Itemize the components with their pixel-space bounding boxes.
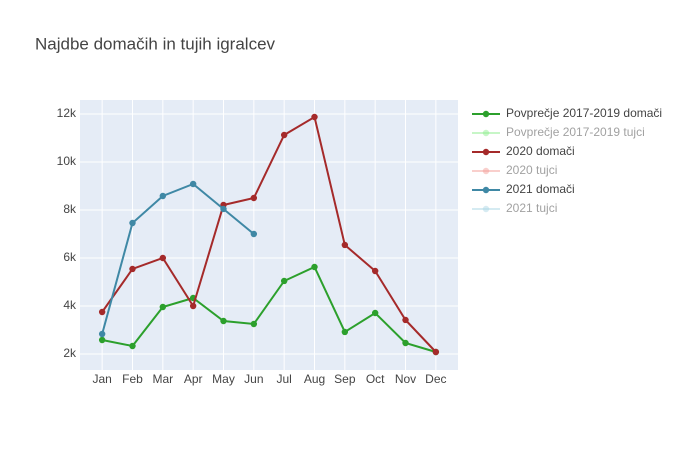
x-tick-label: Jun <box>244 372 263 386</box>
point <box>371 267 379 275</box>
legend-marker <box>482 129 490 137</box>
point <box>341 328 349 336</box>
series-line <box>101 182 255 335</box>
point <box>159 254 167 262</box>
y-tick-label: 2k <box>63 346 77 360</box>
legend-marker <box>482 205 490 213</box>
legend-label: 2020 tujci <box>506 163 557 177</box>
plot-area <box>80 100 458 370</box>
series-line <box>101 265 437 353</box>
x-tick-label: Sep <box>334 372 356 386</box>
point <box>250 230 258 238</box>
series-line <box>101 115 437 353</box>
legend-label: 2020 domači <box>506 144 575 158</box>
point <box>129 265 136 273</box>
point <box>189 302 197 310</box>
y-tick-label: 8k <box>63 202 77 216</box>
y-tick-label: 4k <box>63 298 77 312</box>
point <box>432 348 440 356</box>
legend-label: 2021 tujci <box>506 201 557 215</box>
x-tick-label: Nov <box>395 372 416 386</box>
point <box>250 194 258 202</box>
point <box>159 192 167 200</box>
point <box>129 219 136 227</box>
point <box>280 131 288 139</box>
legend-label: 2021 domači <box>506 182 575 196</box>
x-tick-label: Jul <box>276 372 291 386</box>
x-tick-label: Dec <box>425 372 446 386</box>
y-tick-label: 12k <box>57 106 77 120</box>
legend-marker <box>482 186 490 194</box>
legend-label: Povprečje 2017-2019 domači <box>506 106 662 120</box>
point <box>250 320 258 328</box>
chart-title: Najdbe domačih in tujih igralcev <box>35 34 276 53</box>
legend-marker <box>482 148 490 156</box>
x-tick-label: Apr <box>184 372 203 386</box>
point <box>341 241 349 249</box>
y-tick-label: 10k <box>57 154 77 168</box>
x-tick-label: Feb <box>122 372 143 386</box>
point <box>220 317 227 325</box>
point <box>311 113 318 121</box>
point <box>402 339 409 347</box>
point <box>402 316 409 324</box>
point <box>371 309 379 317</box>
point <box>311 263 318 271</box>
point <box>98 336 106 344</box>
point <box>159 303 167 311</box>
point <box>220 205 227 213</box>
point <box>98 330 106 338</box>
x-tick-label: Aug <box>304 372 325 386</box>
legend-marker <box>482 110 490 118</box>
point <box>280 277 288 285</box>
x-tick-label: May <box>212 372 235 386</box>
point <box>129 342 136 350</box>
point <box>189 180 197 188</box>
legend-label: Povprečje 2017-2019 tujci <box>506 125 645 139</box>
x-tick-label: Mar <box>152 372 173 386</box>
y-tick-label: 6k <box>63 250 77 264</box>
point <box>98 308 106 316</box>
x-tick-label: Oct <box>366 372 385 386</box>
x-tick-label: Jan <box>92 372 111 386</box>
legend-marker <box>482 167 490 175</box>
